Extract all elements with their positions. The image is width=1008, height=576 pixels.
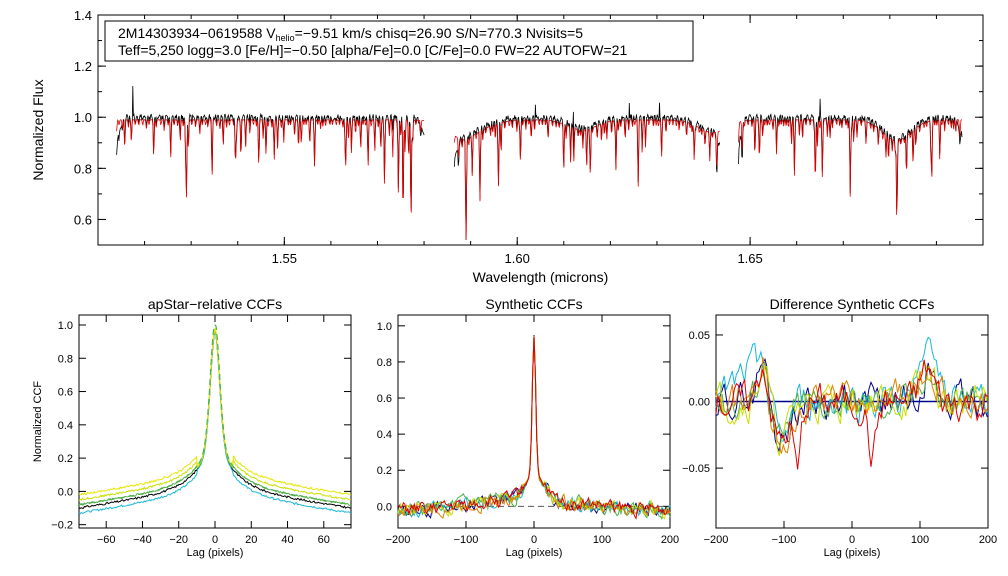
ccf-y-tick-label: 0.4 [377, 429, 392, 441]
ccf-plot-frame [78, 314, 352, 529]
ccf-series-visit-1 [397, 334, 671, 519]
spectrum-y-tick-label: 1.4 [74, 8, 92, 23]
star-id-text: 2M14303934−0619588 V [118, 25, 276, 41]
ccf-x-tick-label: 40 [281, 534, 293, 546]
observed-spectrum-line [116, 85, 963, 240]
ccf-y-tick-label: −0.2 [51, 520, 73, 532]
apstar-ccf-title: apStar−relative CCFs [148, 296, 282, 312]
vhelio-subscript: helio [276, 33, 295, 43]
spectrum-x-tick-label: 1.60 [505, 251, 530, 266]
ccf-y-tick-label: 0.4 [58, 420, 73, 432]
ccf-series-visit-5 [397, 335, 671, 520]
ccf-y-tick-label: 0.0 [377, 501, 392, 513]
ccf-x-tick-label: −60 [97, 534, 116, 546]
synthetic-ccf-title: Synthetic CCFs [485, 296, 582, 312]
apstar-ccf-y-label: Normalized CCF [32, 381, 44, 463]
ccf-series-visit-4 [78, 327, 351, 501]
model-spectrum-line [116, 118, 962, 240]
synthetic-ccf-x-label: Lag (pixels) [506, 547, 563, 559]
ccf-mean-dashed-line [78, 324, 352, 506]
ccf-y-tick-label: 1.0 [377, 321, 392, 333]
ccf-x-tick-label: 0 [212, 534, 218, 546]
ccf-x-tick-label: −40 [133, 534, 152, 546]
ccf-y-tick-label: 0.8 [377, 357, 392, 369]
ccf-y-tick-label: 0.6 [58, 387, 73, 399]
ccf-series-visit-3 [78, 328, 352, 507]
spectrum-y-tick-label: 0.6 [74, 212, 92, 227]
ccf-series-visit-2 [397, 336, 671, 519]
spectrum-x-axis-label: Wavelength (microns) [473, 269, 609, 285]
ccf-x-tick-label: 60 [318, 534, 330, 546]
ccf-series-visit-2 [78, 330, 352, 515]
ccf-x-tick-label: 200 [979, 534, 997, 546]
ccf-x-tick-label: 100 [911, 534, 929, 546]
spectrum-axes: 1.55 1.60 1.65 0.6 0.8 1.0 1.2 1.4 [74, 8, 983, 266]
star-params-text: =−9.51 km/s chisq=26.90 S/N=770.3 Nvisit… [295, 25, 584, 41]
spectrum-y-tick-label: 1.2 [74, 59, 92, 74]
spectrum-y-tick-label: 0.8 [74, 161, 92, 176]
spectrum-x-tick-label: 1.65 [737, 251, 762, 266]
ccf-x-tick-label: 20 [245, 534, 257, 546]
ccf-y-tick-label: 0.2 [58, 453, 73, 465]
ccf-x-tick-label: 100 [593, 534, 611, 546]
info-line-2: Teff=5,250 logg=3.0 [Fe/H]=−0.50 [alpha/… [118, 42, 627, 58]
ccf-y-tick-label: 1.0 [58, 320, 73, 332]
ccf-y-tick-label: 0.0 [58, 486, 73, 498]
ccf-x-tick-label: −20 [169, 534, 188, 546]
apstar-ccf-x-label: Lag (pixels) [187, 547, 244, 559]
ccf-plot-frame [715, 314, 989, 529]
synthetic-ccf-panel: Synthetic CCFs Lag (pixels) −200 −100 0 100… [377, 296, 679, 559]
ccf-x-tick-label: −100 [454, 534, 479, 546]
info-line-1: 2M14303934−0619588 Vhelio=−9.51 km/s chi… [118, 25, 583, 43]
ccf-x-tick-label: −200 [704, 534, 729, 546]
ccf-y-tick-label: 0.05 [689, 330, 710, 342]
ccf-x-tick-label: −100 [772, 534, 797, 546]
ccf-series-visit-6 [397, 336, 671, 520]
ccf-series-visit-2 [715, 336, 988, 442]
spectrum-y-axis-label: Normalized Flux [30, 79, 46, 180]
ccf-y-tick-label: 0.00 [689, 397, 710, 409]
ccf-series-visit-6 [715, 359, 988, 470]
difference-ccf-x-label: Lag (pixels) [824, 547, 881, 559]
ccf-x-tick-label: 200 [661, 534, 679, 546]
ccf-series-visit-5 [78, 328, 352, 496]
ccf-y-tick-label: 0.2 [377, 465, 392, 477]
ccf-series-visit-3 [397, 336, 671, 521]
ccf-series-visit-4 [397, 336, 671, 520]
spectrum-y-tick-label: 1.0 [74, 110, 92, 125]
info-box [104, 20, 694, 62]
ccf-x-tick-label: 0 [531, 534, 537, 546]
spectrum-plot-frame [97, 14, 984, 246]
difference-ccf-title: Difference Synthetic CCFs [770, 296, 935, 312]
difference-ccf-panel: Difference Synthetic CCFs Lag (pixels) −… [682, 296, 997, 559]
ccf-series-visit-1 [78, 329, 352, 509]
ccf-y-tick-label: −0.05 [682, 463, 710, 475]
ccf-x-tick-label: 0 [849, 534, 855, 546]
ccf-y-tick-label: 0.8 [58, 353, 73, 365]
ccf-y-tick-label: 0.6 [377, 393, 392, 405]
spectrum-panel: 1.55 1.60 1.65 0.6 0.8 1.0 1.2 1.4 2M14303934−0… [30, 8, 984, 285]
ccf-x-tick-label: −200 [386, 534, 411, 546]
spectrum-plot-area [116, 85, 963, 240]
apstar-ccf-panel: apStar−relative CCFs Lag (pixels) Normal… [32, 296, 352, 559]
ccf-series-visit-5 [715, 357, 988, 454]
spectrum-x-tick-label: 1.55 [272, 251, 297, 266]
